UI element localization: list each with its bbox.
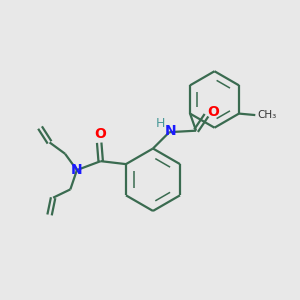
Text: N: N [71, 163, 83, 177]
Text: N: N [165, 124, 177, 138]
Text: O: O [95, 128, 106, 141]
Text: CH₃: CH₃ [257, 110, 277, 120]
Text: O: O [207, 105, 219, 119]
Text: H: H [156, 117, 165, 130]
